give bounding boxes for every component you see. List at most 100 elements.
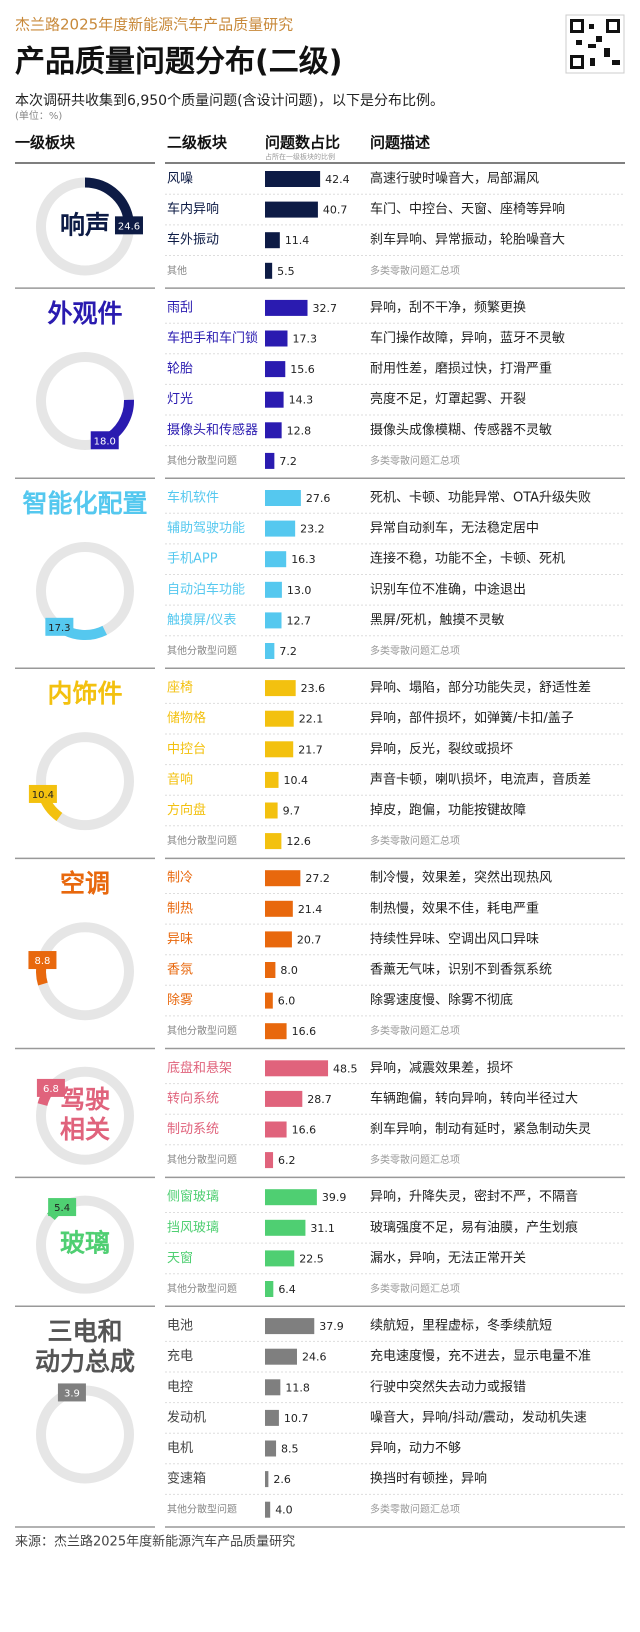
row-desc: 行驶中突然失去动力或报错: [370, 1379, 526, 1395]
row-name: 灯光: [167, 392, 193, 407]
bar-value: 6.2: [278, 1154, 296, 1167]
donut-label-box: [28, 951, 57, 970]
row-desc: 持续性异味、空调出风口异味: [370, 932, 539, 947]
row-name: 座椅: [167, 681, 193, 696]
bar: [265, 330, 288, 347]
bar: [265, 361, 286, 378]
bar: [265, 1318, 315, 1335]
bar: [265, 870, 301, 887]
bar-value: 6.4: [278, 1283, 296, 1296]
brand: 杰兰路2025年度新能源汽车产品质量研究: [15, 16, 293, 34]
row-desc: 噪音大，异响/抖动/震动，发动机失速: [370, 1409, 587, 1425]
bar-value: 40.7: [323, 204, 348, 217]
row-name: 触摸屏/仪表: [167, 613, 236, 628]
bar: [265, 1152, 274, 1169]
row-desc: 亮度不足，灯罩起雾、开裂: [370, 391, 526, 407]
row-name: 制冷: [167, 871, 193, 886]
bar: [265, 802, 278, 819]
bar-value: 21.4: [298, 903, 323, 916]
row-name: 音响: [167, 771, 193, 787]
bar: [265, 931, 292, 948]
bar: [265, 1281, 274, 1297]
bar: [265, 1121, 287, 1138]
bar: [265, 1501, 271, 1518]
bar: [265, 710, 294, 727]
bar-value: 39.9: [322, 1191, 347, 1204]
row-desc: 声音卡顿，喇叭损坏，电流声，音质差: [370, 771, 591, 787]
section-name: 外观件: [47, 299, 122, 328]
bar-value: 9.7: [283, 805, 301, 818]
bar: [265, 612, 282, 629]
bar-value: 6.0: [278, 995, 296, 1008]
row-desc: 换挡时有顿挫，异响: [370, 1471, 487, 1487]
row-name: 天窗: [167, 1250, 193, 1266]
donut-track: [36, 732, 134, 831]
qr-code: [565, 14, 625, 74]
row-desc: 多类零散问题汇总项: [370, 1282, 460, 1295]
row-desc: 车辆跑偏，转向异响，转向半径过大: [370, 1090, 578, 1106]
row-name: 侧窗玻璃: [167, 1189, 219, 1205]
bar: [265, 962, 276, 978]
row-name: 发动机: [167, 1409, 206, 1425]
bar-value: 5.5: [277, 265, 295, 278]
unit: (单位：%): [15, 109, 62, 122]
donut-label: 3.9: [64, 1388, 80, 1399]
bar: [265, 771, 279, 788]
row-name: 其他分散型问题: [167, 834, 237, 847]
title: 产品质量问题分布(二级): [15, 45, 342, 80]
bar-value: 23.6: [301, 682, 326, 695]
row-name: 其他: [167, 264, 187, 277]
section-name: 驾驶: [60, 1085, 110, 1114]
bar-value: 14.3: [289, 394, 314, 407]
donut-label: 17.3: [48, 623, 70, 634]
donut-label: 6.8: [43, 1084, 59, 1095]
row-name: 储物格: [167, 710, 206, 726]
row-name: 车机软件: [167, 490, 219, 506]
donut-label-box: [90, 431, 119, 450]
row-desc: 多类零散问题汇总项: [370, 1153, 460, 1166]
bar: [265, 171, 321, 187]
row-name: 除雾: [167, 993, 193, 1008]
row-desc: 耐用性差，磨损过快，打滑严重: [370, 361, 552, 377]
bar: [265, 1348, 297, 1365]
row-desc: 摄像头成像模糊、传感器不灵敏: [370, 422, 552, 438]
bar: [265, 452, 275, 469]
row-name: 异味: [167, 932, 193, 947]
section-name: 响声: [60, 210, 110, 239]
row-desc: 连接不稳，功能不全，卡顿、死机: [370, 551, 565, 567]
section-name: 内饰件: [47, 679, 122, 708]
bar: [265, 1219, 306, 1236]
donut-label: 24.6: [118, 221, 140, 232]
bar: [265, 1250, 295, 1267]
bar-value: 28.7: [307, 1093, 332, 1106]
bar-value: 12.7: [287, 614, 312, 627]
row-name: 底盘和悬架: [167, 1060, 232, 1076]
bar-value: 15.6: [290, 363, 315, 376]
row-name: 轮胎: [167, 362, 193, 377]
donut-label-box: [36, 1078, 65, 1097]
bar-value: 16.6: [292, 1124, 317, 1137]
bar: [265, 992, 273, 1009]
bar: [265, 551, 287, 568]
row-desc: 多类零散问题汇总项: [370, 1503, 460, 1516]
donut-label-box: [57, 1383, 86, 1402]
bar: [265, 1189, 317, 1206]
row-name: 风噪: [167, 172, 193, 187]
row-name: 制动系统: [167, 1122, 219, 1137]
bar-value: 27.6: [306, 492, 331, 505]
row-desc: 刹车异响、异常振动，轮胎噪音大: [370, 232, 565, 248]
row-name: 变速箱: [167, 1471, 206, 1487]
row-desc: 异响、塌陷，部分功能失灵，舒适性差: [370, 680, 591, 696]
bar: [265, 1090, 303, 1107]
bar-value: 13.0: [287, 584, 312, 597]
row-desc: 漏水，异响，无法正常开关: [370, 1250, 526, 1266]
donut-track: [36, 1195, 134, 1294]
row-name: 中控台: [167, 742, 206, 757]
row-name: 辅助驾驶功能: [167, 521, 245, 536]
bar-value: 21.7: [298, 743, 323, 756]
bar-value: 4.0: [275, 1504, 293, 1517]
bar-value: 48.5: [333, 1062, 358, 1075]
row-name: 车把手和车门锁: [167, 330, 258, 346]
row-name: 香氛: [167, 963, 193, 978]
